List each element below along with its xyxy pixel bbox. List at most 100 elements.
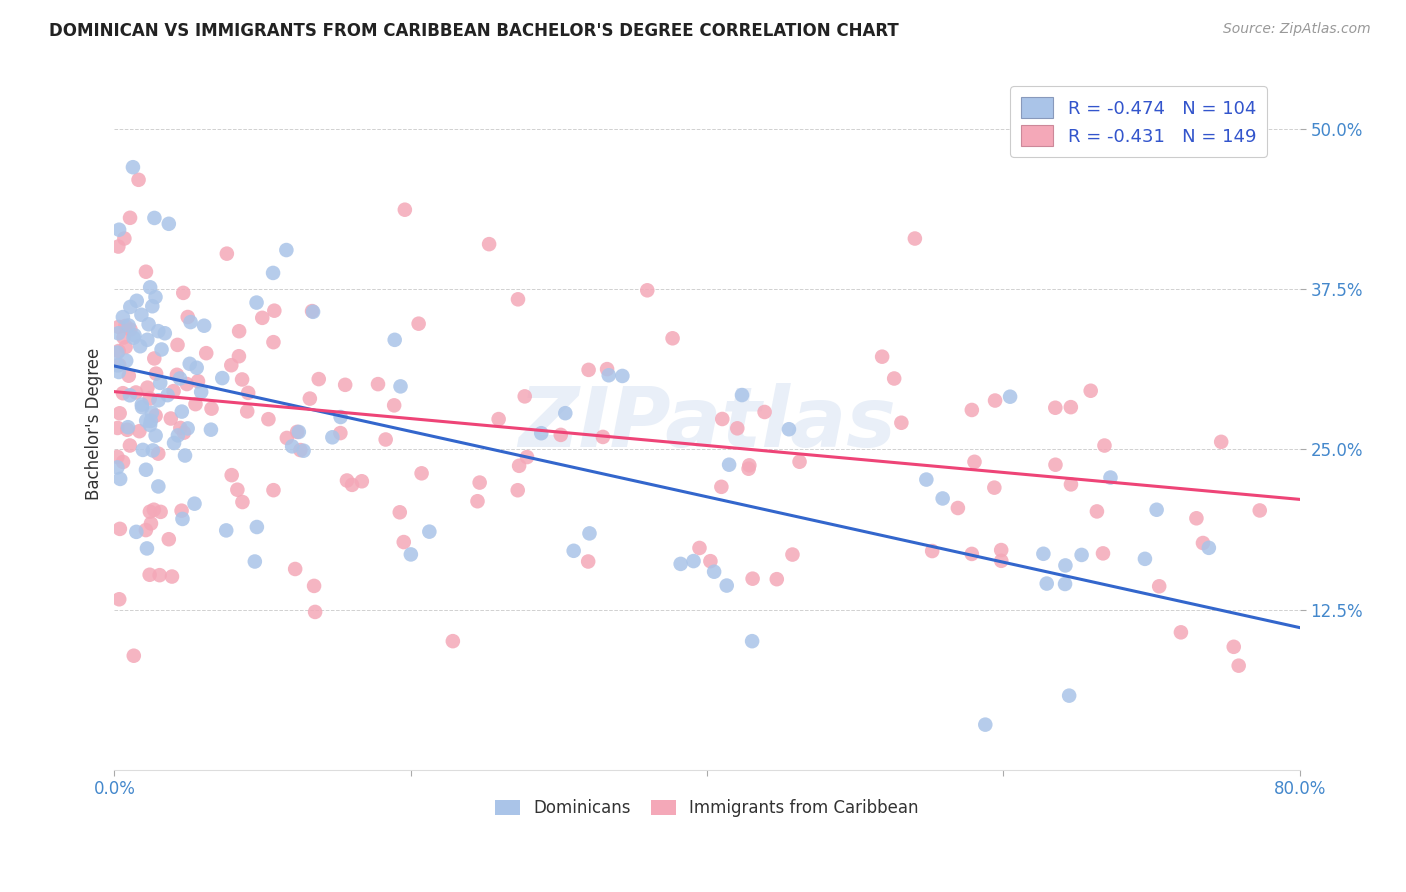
Point xyxy=(124,328,146,343)
Point xyxy=(118,438,141,452)
Point xyxy=(246,520,269,534)
Point xyxy=(1032,547,1054,561)
Point xyxy=(143,351,166,366)
Point xyxy=(139,392,162,406)
Point xyxy=(149,505,172,519)
Point xyxy=(530,426,553,441)
Point xyxy=(921,544,943,558)
Point xyxy=(176,377,198,392)
Point xyxy=(228,324,250,338)
Point xyxy=(408,317,430,331)
Point xyxy=(114,340,136,354)
Point xyxy=(281,439,304,453)
Point xyxy=(172,285,194,300)
Point xyxy=(115,353,138,368)
Point xyxy=(1060,477,1083,491)
Text: ZIPatlas: ZIPatlas xyxy=(519,384,896,464)
Point xyxy=(108,592,131,607)
Point xyxy=(136,333,159,347)
Point xyxy=(107,421,129,435)
Y-axis label: Bachelor's Degree: Bachelor's Degree xyxy=(86,348,103,500)
Point xyxy=(108,358,131,372)
Point xyxy=(142,502,165,516)
Point xyxy=(388,505,411,519)
Point xyxy=(112,455,135,469)
Point xyxy=(143,211,166,225)
Point xyxy=(1045,401,1067,415)
Point xyxy=(112,330,135,344)
Point xyxy=(125,524,148,539)
Point xyxy=(1146,502,1168,516)
Point xyxy=(1192,536,1215,550)
Point xyxy=(1211,434,1233,449)
Point xyxy=(765,572,787,586)
Point xyxy=(1035,576,1057,591)
Point xyxy=(468,475,491,490)
Point xyxy=(148,393,170,408)
Point xyxy=(245,295,267,310)
Point xyxy=(384,333,406,347)
Point xyxy=(257,412,280,426)
Point xyxy=(699,554,721,568)
Point xyxy=(506,293,529,307)
Point xyxy=(173,425,195,440)
Point xyxy=(200,423,222,437)
Point xyxy=(236,404,259,418)
Point xyxy=(183,497,205,511)
Point xyxy=(128,424,150,438)
Point xyxy=(139,516,162,531)
Point xyxy=(394,202,416,217)
Point xyxy=(107,344,129,359)
Point xyxy=(170,404,193,418)
Point xyxy=(107,359,129,373)
Point xyxy=(946,501,969,516)
Point xyxy=(108,472,131,486)
Point xyxy=(128,173,150,187)
Point xyxy=(162,384,184,398)
Point xyxy=(960,547,983,561)
Point xyxy=(1054,558,1077,573)
Point xyxy=(478,237,501,252)
Point xyxy=(329,426,352,441)
Point xyxy=(190,384,212,399)
Point xyxy=(562,543,585,558)
Point xyxy=(1227,658,1250,673)
Point xyxy=(1091,546,1114,560)
Point xyxy=(122,160,145,174)
Point xyxy=(141,406,163,420)
Point xyxy=(508,458,530,473)
Point xyxy=(135,265,157,279)
Point xyxy=(1045,458,1067,472)
Point xyxy=(703,565,725,579)
Point xyxy=(870,350,893,364)
Point xyxy=(513,389,536,403)
Point xyxy=(135,414,157,428)
Point xyxy=(598,368,620,383)
Point xyxy=(136,381,159,395)
Point xyxy=(125,385,148,400)
Point xyxy=(145,409,167,423)
Point xyxy=(148,324,170,338)
Point xyxy=(176,421,198,435)
Point xyxy=(157,217,180,231)
Point xyxy=(243,554,266,568)
Point xyxy=(689,541,711,555)
Point xyxy=(200,401,222,416)
Point xyxy=(725,421,748,435)
Point xyxy=(215,524,238,538)
Point xyxy=(983,481,1005,495)
Point xyxy=(132,442,155,457)
Point xyxy=(1249,503,1271,517)
Point xyxy=(301,304,323,318)
Point xyxy=(114,318,136,333)
Point xyxy=(340,478,363,492)
Point xyxy=(1147,579,1170,593)
Point xyxy=(118,368,141,383)
Point xyxy=(411,467,433,481)
Point xyxy=(1133,552,1156,566)
Point xyxy=(963,455,986,469)
Point xyxy=(131,398,153,412)
Point xyxy=(166,368,188,382)
Point xyxy=(554,406,576,420)
Point xyxy=(108,522,131,536)
